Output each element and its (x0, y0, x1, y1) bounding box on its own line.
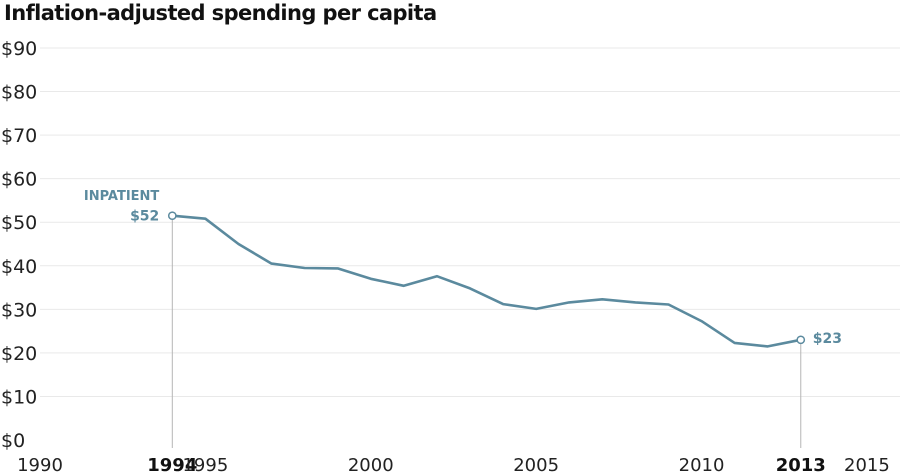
y-tick-label: $20 (1, 343, 37, 365)
y-tick-label: $40 (1, 256, 37, 278)
y-tick-label: $70 (1, 125, 37, 147)
annotation-label: $23 (813, 331, 842, 347)
y-tick-label: $60 (1, 169, 37, 191)
y-tick-label: $80 (1, 82, 37, 104)
y-tick-label: $30 (1, 299, 37, 321)
x-tick-label: 2005 (513, 455, 559, 473)
y-axis-labels: $0 $10 $20 $30 $40 $50 $60 $70 $80 $90 (1, 38, 37, 452)
series-group (167, 211, 806, 348)
annotations: INPATIENT $52 $23 (84, 189, 842, 347)
x-tick-label: 2013 (776, 455, 826, 473)
annotation-label: $52 (130, 209, 159, 225)
chart-title: Inflation-adjusted spending per capita (4, 1, 437, 25)
gridlines (40, 47, 900, 397)
y-tick-label: $10 (1, 386, 37, 408)
x-tick-label: 1990 (17, 455, 63, 473)
annotation-label: INPATIENT (84, 189, 160, 204)
x-tick-label: 2000 (348, 455, 394, 473)
series-line-inpatient (171, 214, 803, 348)
x-tick-label: 1994 (147, 455, 197, 473)
reference-lines (171, 215, 802, 448)
endpoint-marker-1994 (167, 211, 177, 221)
x-tick-label: 2010 (679, 455, 725, 473)
endpoint-marker-2013 (796, 335, 806, 345)
y-tick-label: $50 (1, 212, 37, 234)
y-tick-label: $0 (1, 430, 25, 452)
y-tick-label: $90 (1, 38, 37, 60)
x-tick-label: 2015 (844, 455, 890, 473)
x-tick-label: 1995 (182, 455, 228, 473)
